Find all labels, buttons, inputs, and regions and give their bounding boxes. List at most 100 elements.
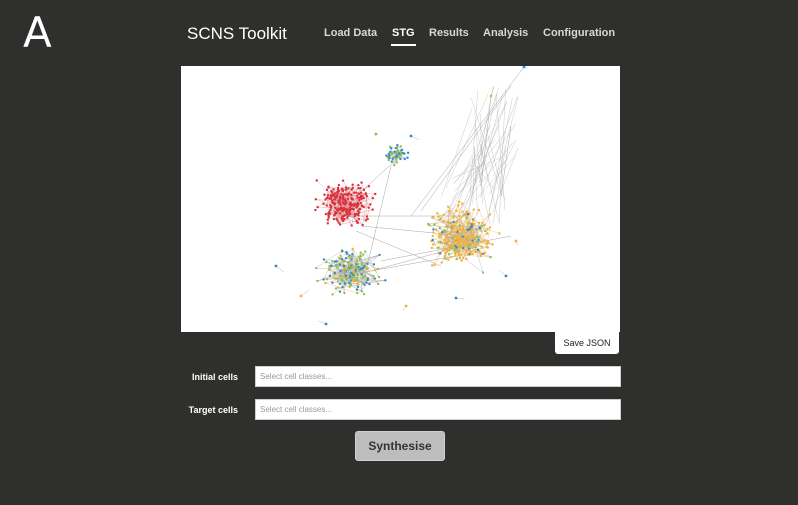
graph-node bbox=[345, 278, 348, 281]
graph-node bbox=[340, 192, 343, 196]
graph-node bbox=[447, 221, 450, 225]
graph-node bbox=[467, 244, 470, 248]
graph-node bbox=[436, 212, 439, 215]
graph-node bbox=[400, 148, 404, 152]
graph-node bbox=[347, 261, 350, 264]
tab-analysis[interactable]: Analysis bbox=[483, 27, 529, 39]
graph-node bbox=[399, 157, 402, 161]
tab-results[interactable]: Results bbox=[429, 27, 469, 39]
graph-node bbox=[472, 223, 475, 226]
target-cells-select[interactable] bbox=[255, 399, 621, 420]
graph-node bbox=[460, 259, 463, 262]
graph-node bbox=[360, 273, 363, 276]
graph-node bbox=[341, 193, 345, 197]
graph-node bbox=[340, 257, 344, 261]
graph-node bbox=[349, 283, 353, 287]
graph-node bbox=[489, 255, 492, 259]
graph-edge bbox=[453, 144, 486, 184]
graph-node bbox=[432, 243, 435, 246]
graph-node bbox=[445, 236, 448, 239]
graph-node bbox=[332, 188, 335, 191]
graph-node bbox=[338, 201, 341, 204]
synthesise-button[interactable]: Synthesise bbox=[355, 431, 445, 461]
graph-node bbox=[365, 215, 369, 218]
network-graph-canvas[interactable] bbox=[181, 66, 620, 332]
graph-node bbox=[483, 239, 486, 242]
graph-node bbox=[377, 275, 381, 279]
graph-edge bbox=[351, 195, 358, 226]
graph-edge bbox=[453, 93, 497, 219]
initial-cells-select[interactable] bbox=[255, 366, 621, 387]
graph-node bbox=[488, 226, 492, 229]
graph-node bbox=[334, 206, 337, 210]
graph-node bbox=[338, 212, 342, 215]
graph-node bbox=[325, 260, 328, 264]
graph-node bbox=[430, 264, 434, 267]
graph-node bbox=[349, 208, 352, 211]
graph-node bbox=[451, 236, 454, 240]
graph-node bbox=[463, 236, 467, 240]
graph-node bbox=[324, 198, 327, 201]
graph-node bbox=[356, 209, 360, 213]
graph-node bbox=[462, 256, 465, 260]
graph-node bbox=[470, 245, 474, 249]
graph-node bbox=[444, 251, 447, 255]
graph-node bbox=[338, 263, 342, 266]
graph-edge bbox=[360, 225, 467, 237]
graph-edge bbox=[471, 97, 503, 197]
graph-node bbox=[357, 217, 361, 221]
graph-node bbox=[348, 273, 351, 276]
graph-node bbox=[465, 210, 468, 213]
graph-edge bbox=[472, 147, 475, 204]
graph-node bbox=[356, 276, 359, 280]
graph-edge bbox=[445, 94, 489, 189]
app-brand[interactable]: SCNS Toolkit bbox=[187, 24, 287, 43]
graph-node bbox=[358, 198, 361, 202]
graph-node bbox=[344, 210, 348, 213]
graph-node bbox=[333, 198, 336, 201]
graph-edge bbox=[380, 235, 512, 262]
graph-node bbox=[335, 263, 339, 266]
graph-node bbox=[457, 204, 460, 207]
tab-configuration[interactable]: Configuration bbox=[543, 27, 616, 39]
graph-node bbox=[360, 289, 363, 293]
tab-stg[interactable]: STG bbox=[391, 27, 416, 46]
graph-node bbox=[357, 192, 361, 195]
graph-node bbox=[396, 145, 399, 149]
graph-node bbox=[361, 281, 365, 284]
graph-node bbox=[364, 250, 367, 253]
graph-node bbox=[456, 228, 460, 231]
graph-node bbox=[461, 232, 464, 235]
graph-node bbox=[514, 239, 518, 243]
graph-node bbox=[465, 217, 468, 220]
graph-node bbox=[341, 201, 344, 204]
graph-node bbox=[480, 245, 484, 249]
graph-node bbox=[362, 253, 365, 256]
graph-node bbox=[476, 243, 480, 246]
target-cells-label: Target cells bbox=[188, 405, 238, 415]
graph-node bbox=[355, 260, 359, 263]
graph-node bbox=[448, 249, 451, 252]
graph-node bbox=[427, 222, 430, 226]
graph-edge bbox=[480, 95, 492, 187]
state-transition-graph[interactable] bbox=[181, 66, 620, 332]
graph-node bbox=[341, 285, 344, 289]
graph-edge bbox=[343, 256, 360, 269]
graph-node bbox=[461, 224, 464, 228]
graph-node bbox=[364, 275, 367, 278]
graph-node bbox=[406, 151, 410, 155]
graph-node bbox=[342, 217, 345, 221]
graph-node bbox=[334, 287, 338, 290]
graph-node bbox=[460, 202, 464, 205]
save-json-button[interactable]: Save JSON bbox=[555, 332, 619, 354]
graph-node bbox=[466, 248, 470, 252]
tab-load-data[interactable]: Load Data bbox=[324, 27, 378, 39]
graph-node bbox=[350, 188, 353, 191]
graph-edge bbox=[410, 135, 420, 140]
graph-edge bbox=[335, 214, 343, 217]
graph-edge bbox=[410, 66, 525, 217]
graph-node bbox=[359, 251, 362, 254]
graph-node bbox=[344, 213, 347, 217]
graph-node bbox=[367, 185, 371, 188]
graph-node bbox=[466, 213, 470, 216]
